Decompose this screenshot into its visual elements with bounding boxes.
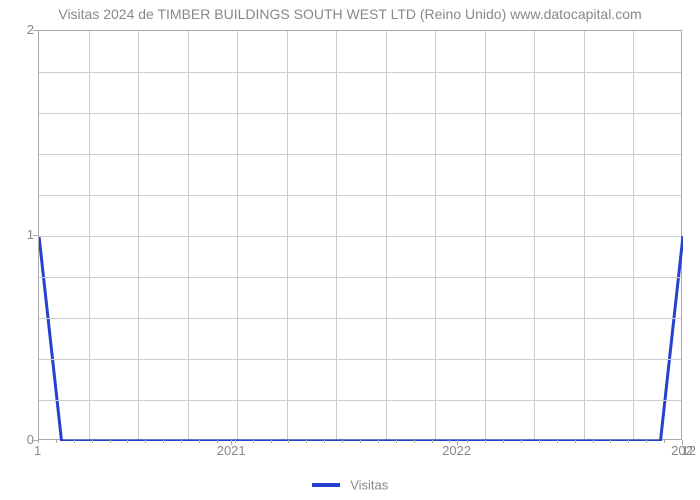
x-tick-minor — [557, 440, 558, 443]
x-tick-minor — [253, 440, 254, 443]
y-tick — [33, 235, 38, 236]
y-axis-label: 1 — [4, 227, 34, 242]
gridline-vertical — [89, 31, 90, 439]
plot-area — [38, 30, 682, 440]
x-tick-minor — [145, 440, 146, 443]
gridline-horizontal — [39, 318, 681, 319]
x-tick-minor — [664, 440, 665, 443]
gridline-vertical — [435, 31, 436, 439]
gridline-vertical — [584, 31, 585, 439]
x-tick-minor — [92, 440, 93, 443]
x-tick-minor — [38, 440, 39, 443]
x-tick-minor — [127, 440, 128, 443]
gridline-vertical — [485, 31, 486, 439]
gridline-vertical — [633, 31, 634, 439]
gridline-horizontal — [39, 154, 681, 155]
gridline-vertical — [188, 31, 189, 439]
gridline-vertical — [138, 31, 139, 439]
x-tick-minor — [539, 440, 540, 443]
x-axis-label: 202 — [671, 443, 693, 458]
x-tick-minor — [163, 440, 164, 443]
chart-container: Visitas 2024 de TIMBER BUILDINGS SOUTH W… — [0, 0, 700, 500]
x-tick-minor — [414, 440, 415, 443]
y-tick — [33, 30, 38, 31]
x-tick-minor — [682, 440, 683, 443]
x-tick-minor — [575, 440, 576, 443]
gridline-horizontal — [39, 72, 681, 73]
x-tick-minor — [288, 440, 289, 443]
x-tick-minor — [646, 440, 647, 443]
gridline-vertical — [287, 31, 288, 439]
x-tick-minor — [74, 440, 75, 443]
x-axis-label: 2022 — [442, 443, 471, 458]
x-axis-corner-left: 1 — [34, 443, 41, 458]
x-tick-minor — [503, 440, 504, 443]
gridline-horizontal — [39, 400, 681, 401]
x-tick-minor — [485, 440, 486, 443]
x-tick-minor — [628, 440, 629, 443]
x-tick-minor — [199, 440, 200, 443]
legend: Visitas — [0, 476, 700, 494]
x-tick-major — [231, 440, 232, 445]
x-axis-label: 2021 — [217, 443, 246, 458]
gridline-vertical — [237, 31, 238, 439]
x-tick-major — [457, 440, 458, 445]
x-tick-minor — [449, 440, 450, 443]
x-tick-minor — [324, 440, 325, 443]
y-axis-label: 0 — [4, 432, 34, 447]
x-tick-minor — [521, 440, 522, 443]
chart-title: Visitas 2024 de TIMBER BUILDINGS SOUTH W… — [0, 6, 700, 22]
gridline-vertical — [336, 31, 337, 439]
x-tick-minor — [396, 440, 397, 443]
x-tick-minor — [110, 440, 111, 443]
y-axis-label: 2 — [4, 22, 34, 37]
x-tick-minor — [56, 440, 57, 443]
x-tick-minor — [432, 440, 433, 443]
x-tick-minor — [235, 440, 236, 443]
gridline-horizontal — [39, 359, 681, 360]
x-tick-minor — [306, 440, 307, 443]
legend-label: Visitas — [350, 477, 388, 492]
x-tick-minor — [181, 440, 182, 443]
x-tick-minor — [593, 440, 594, 443]
x-tick-minor — [610, 440, 611, 443]
x-tick-minor — [217, 440, 218, 443]
x-tick-minor — [342, 440, 343, 443]
gridline-horizontal — [39, 236, 681, 237]
x-tick-minor — [467, 440, 468, 443]
x-tick-minor — [271, 440, 272, 443]
gridline-horizontal — [39, 195, 681, 196]
gridline-vertical — [386, 31, 387, 439]
x-tick-minor — [360, 440, 361, 443]
gridline-horizontal — [39, 277, 681, 278]
legend-swatch — [312, 483, 340, 487]
gridline-vertical — [534, 31, 535, 439]
x-tick-minor — [378, 440, 379, 443]
gridline-horizontal — [39, 113, 681, 114]
